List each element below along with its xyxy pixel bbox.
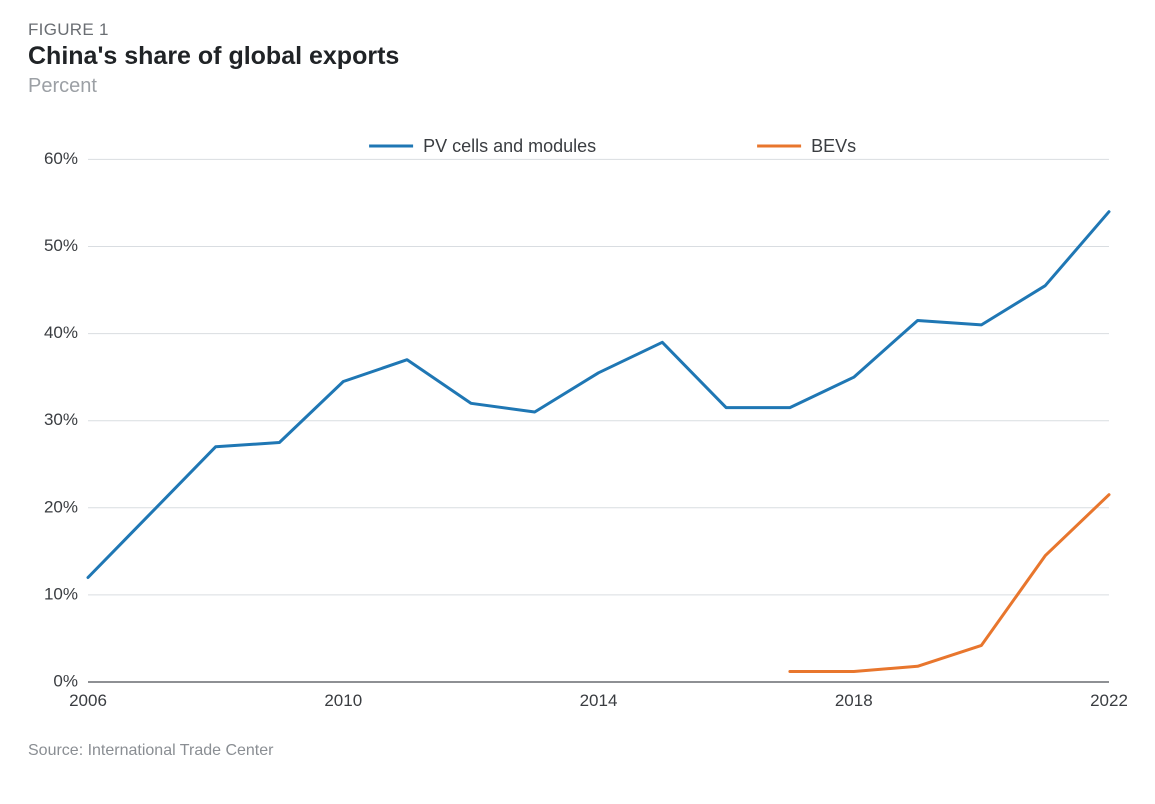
legend-label: BEVs bbox=[811, 136, 856, 156]
series-line-1 bbox=[790, 495, 1109, 672]
x-tick-label: 2014 bbox=[580, 691, 618, 710]
y-tick-label: 0% bbox=[53, 671, 78, 690]
chart-svg: 0% 10% 20% 30% 40% 50% 60% 2006 2010 2014 2018 2022… bbox=[28, 112, 1127, 732]
x-tick-label: 2018 bbox=[835, 691, 873, 710]
x-tick-label: 2006 bbox=[69, 691, 107, 710]
source-text: Source: International Trade Center bbox=[28, 742, 1127, 760]
plot-area: 0% 10% 20% 30% 40% 50% 60% 2006 2010 2014 2018 2022… bbox=[28, 112, 1127, 732]
legend-label: PV cells and modules bbox=[423, 136, 596, 156]
figure-label: FIGURE 1 bbox=[28, 20, 1127, 40]
y-tick-label: 40% bbox=[44, 323, 78, 342]
y-tick-label: 50% bbox=[44, 236, 78, 255]
x-tick-label: 2022 bbox=[1090, 691, 1127, 710]
y-tick-label: 10% bbox=[44, 584, 78, 603]
chart-subtitle: Percent bbox=[28, 75, 1127, 98]
y-tick-label: 60% bbox=[44, 149, 78, 168]
y-tick-label: 30% bbox=[44, 410, 78, 429]
series-line-0 bbox=[88, 212, 1109, 578]
chart-title: China's share of global exports bbox=[28, 42, 1127, 71]
y-tick-label: 20% bbox=[44, 497, 78, 516]
figure-container: FIGURE 1 China's share of global exports… bbox=[0, 0, 1155, 804]
x-tick-label: 2010 bbox=[324, 691, 362, 710]
